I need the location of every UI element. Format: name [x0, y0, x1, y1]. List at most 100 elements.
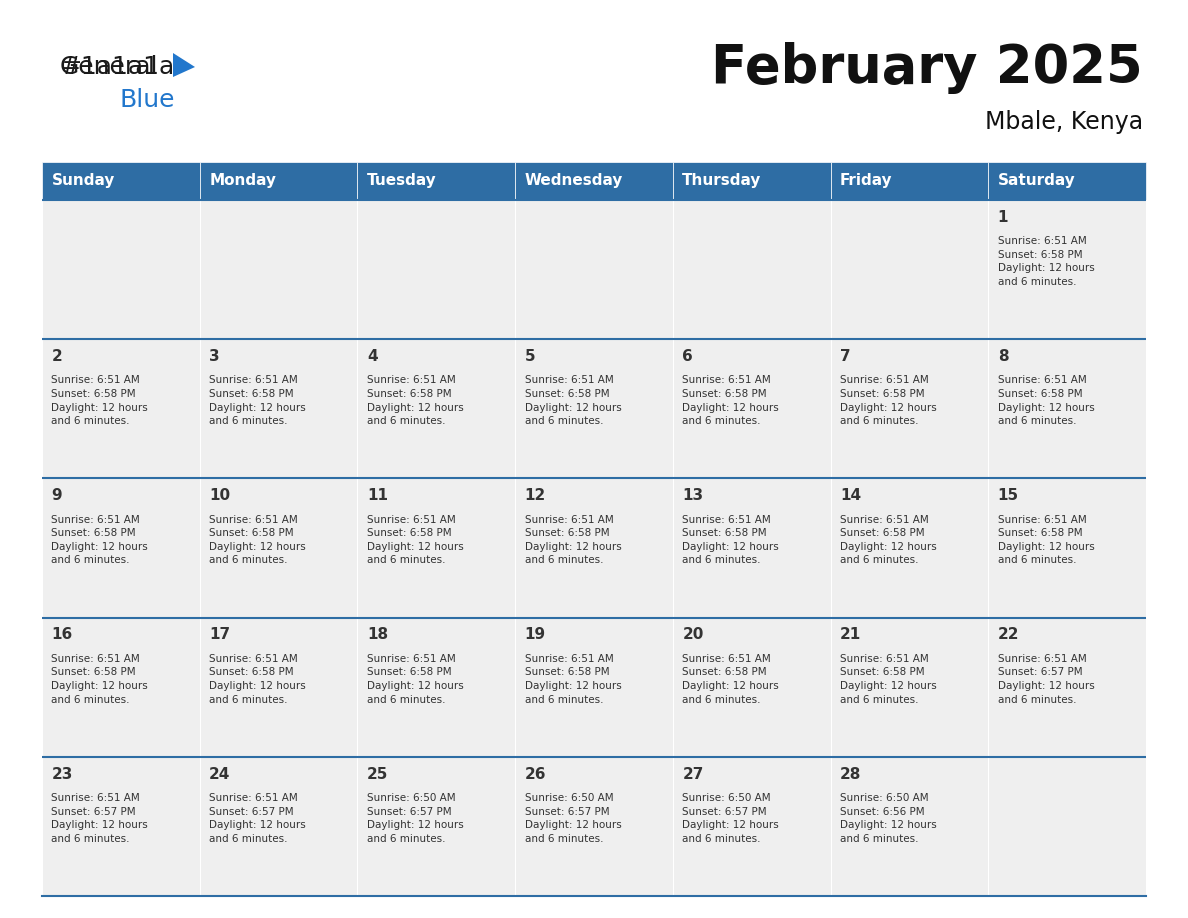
Text: Sunrise: 6:51 AM
Sunset: 6:58 PM
Daylight: 12 hours
and 6 minutes.: Sunrise: 6:51 AM Sunset: 6:58 PM Dayligh…	[998, 375, 1094, 426]
Bar	[830, 618, 988, 756]
Text: 16: 16	[51, 627, 72, 643]
Text: 15: 15	[998, 488, 1019, 503]
Bar	[200, 200, 358, 339]
Bar	[672, 339, 830, 478]
Text: 18: 18	[367, 627, 388, 643]
Bar	[988, 162, 1146, 200]
Text: 7: 7	[840, 349, 851, 364]
Text: 11: 11	[367, 488, 388, 503]
Text: Tuesday: Tuesday	[367, 174, 437, 188]
Text: Sunrise: 6:51 AM
Sunset: 6:57 PM
Daylight: 12 hours
and 6 minutes.: Sunrise: 6:51 AM Sunset: 6:57 PM Dayligh…	[209, 793, 307, 844]
Text: #1a1a1a: #1a1a1a	[61, 55, 175, 79]
Text: Sunrise: 6:51 AM
Sunset: 6:58 PM
Daylight: 12 hours
and 6 minutes.: Sunrise: 6:51 AM Sunset: 6:58 PM Dayligh…	[209, 375, 307, 426]
Text: Sunrise: 6:51 AM
Sunset: 6:58 PM
Daylight: 12 hours
and 6 minutes.: Sunrise: 6:51 AM Sunset: 6:58 PM Dayligh…	[998, 236, 1094, 287]
Text: Sunrise: 6:50 AM
Sunset: 6:57 PM
Daylight: 12 hours
and 6 minutes.: Sunrise: 6:50 AM Sunset: 6:57 PM Dayligh…	[682, 793, 779, 844]
Text: Monday: Monday	[209, 174, 276, 188]
Bar	[42, 756, 200, 896]
Text: Sunrise: 6:51 AM
Sunset: 6:58 PM
Daylight: 12 hours
and 6 minutes.: Sunrise: 6:51 AM Sunset: 6:58 PM Dayligh…	[682, 654, 779, 705]
Bar	[988, 618, 1146, 756]
Bar	[516, 618, 672, 756]
Text: 19: 19	[525, 627, 545, 643]
Text: 8: 8	[998, 349, 1009, 364]
Text: Sunrise: 6:51 AM
Sunset: 6:58 PM
Daylight: 12 hours
and 6 minutes.: Sunrise: 6:51 AM Sunset: 6:58 PM Dayligh…	[840, 654, 937, 705]
Text: Sunrise: 6:50 AM
Sunset: 6:57 PM
Daylight: 12 hours
and 6 minutes.: Sunrise: 6:50 AM Sunset: 6:57 PM Dayligh…	[525, 793, 621, 844]
Text: 27: 27	[682, 767, 703, 781]
Text: General: General	[61, 55, 158, 79]
Bar	[516, 478, 672, 618]
Text: 9: 9	[51, 488, 62, 503]
Text: 13: 13	[682, 488, 703, 503]
Text: 4: 4	[367, 349, 378, 364]
Text: Friday: Friday	[840, 174, 892, 188]
Bar	[200, 162, 358, 200]
Bar	[358, 339, 516, 478]
Text: Sunrise: 6:51 AM
Sunset: 6:58 PM
Daylight: 12 hours
and 6 minutes.: Sunrise: 6:51 AM Sunset: 6:58 PM Dayligh…	[525, 375, 621, 426]
Bar	[42, 339, 200, 478]
Bar	[42, 618, 200, 756]
Text: Sunrise: 6:51 AM
Sunset: 6:58 PM
Daylight: 12 hours
and 6 minutes.: Sunrise: 6:51 AM Sunset: 6:58 PM Dayligh…	[525, 654, 621, 705]
Bar	[988, 339, 1146, 478]
Text: Wednesday: Wednesday	[525, 174, 623, 188]
Bar	[672, 756, 830, 896]
Text: Sunrise: 6:51 AM
Sunset: 6:58 PM
Daylight: 12 hours
and 6 minutes.: Sunrise: 6:51 AM Sunset: 6:58 PM Dayligh…	[209, 654, 307, 705]
Bar	[358, 478, 516, 618]
Text: 21: 21	[840, 627, 861, 643]
Text: Mbale, Kenya: Mbale, Kenya	[985, 110, 1143, 134]
Bar	[200, 618, 358, 756]
Bar	[516, 756, 672, 896]
Bar	[988, 200, 1146, 339]
Bar	[42, 478, 200, 618]
Bar	[516, 200, 672, 339]
Text: 3: 3	[209, 349, 220, 364]
Bar	[516, 162, 672, 200]
Text: Blue: Blue	[120, 88, 176, 112]
Bar	[358, 756, 516, 896]
Bar	[672, 162, 830, 200]
Bar	[42, 200, 200, 339]
Bar	[830, 756, 988, 896]
Text: Sunrise: 6:51 AM
Sunset: 6:58 PM
Daylight: 12 hours
and 6 minutes.: Sunrise: 6:51 AM Sunset: 6:58 PM Dayligh…	[840, 375, 937, 426]
Bar	[200, 756, 358, 896]
Text: 6: 6	[682, 349, 693, 364]
Text: Sunrise: 6:51 AM
Sunset: 6:58 PM
Daylight: 12 hours
and 6 minutes.: Sunrise: 6:51 AM Sunset: 6:58 PM Dayligh…	[367, 654, 463, 705]
Text: Sunrise: 6:51 AM
Sunset: 6:58 PM
Daylight: 12 hours
and 6 minutes.: Sunrise: 6:51 AM Sunset: 6:58 PM Dayligh…	[51, 515, 148, 565]
Polygon shape	[173, 53, 195, 77]
Bar	[42, 162, 200, 200]
Bar	[200, 339, 358, 478]
Text: Sunrise: 6:51 AM
Sunset: 6:58 PM
Daylight: 12 hours
and 6 minutes.: Sunrise: 6:51 AM Sunset: 6:58 PM Dayligh…	[525, 515, 621, 565]
Text: 26: 26	[525, 767, 546, 781]
Bar	[988, 478, 1146, 618]
Text: Sunrise: 6:50 AM
Sunset: 6:56 PM
Daylight: 12 hours
and 6 minutes.: Sunrise: 6:50 AM Sunset: 6:56 PM Dayligh…	[840, 793, 937, 844]
Bar	[830, 478, 988, 618]
Text: 2: 2	[51, 349, 62, 364]
Text: 1: 1	[998, 209, 1009, 225]
Text: 24: 24	[209, 767, 230, 781]
Text: Sunrise: 6:51 AM
Sunset: 6:58 PM
Daylight: 12 hours
and 6 minutes.: Sunrise: 6:51 AM Sunset: 6:58 PM Dayligh…	[51, 654, 148, 705]
Text: 14: 14	[840, 488, 861, 503]
Text: 28: 28	[840, 767, 861, 781]
Text: Sunrise: 6:51 AM
Sunset: 6:58 PM
Daylight: 12 hours
and 6 minutes.: Sunrise: 6:51 AM Sunset: 6:58 PM Dayligh…	[998, 515, 1094, 565]
Text: 5: 5	[525, 349, 536, 364]
Text: Sunrise: 6:51 AM
Sunset: 6:58 PM
Daylight: 12 hours
and 6 minutes.: Sunrise: 6:51 AM Sunset: 6:58 PM Dayligh…	[367, 515, 463, 565]
Bar	[672, 200, 830, 339]
Bar	[830, 339, 988, 478]
Bar	[516, 339, 672, 478]
Text: Thursday: Thursday	[682, 174, 762, 188]
Text: Sunrise: 6:51 AM
Sunset: 6:58 PM
Daylight: 12 hours
and 6 minutes.: Sunrise: 6:51 AM Sunset: 6:58 PM Dayligh…	[682, 515, 779, 565]
Bar	[988, 756, 1146, 896]
Text: 10: 10	[209, 488, 230, 503]
Text: 20: 20	[682, 627, 703, 643]
Bar	[200, 478, 358, 618]
Text: Sunday: Sunday	[51, 174, 115, 188]
Text: Saturday: Saturday	[998, 174, 1075, 188]
Bar	[830, 162, 988, 200]
Text: 23: 23	[51, 767, 72, 781]
Text: 17: 17	[209, 627, 230, 643]
Bar	[672, 618, 830, 756]
Text: Sunrise: 6:51 AM
Sunset: 6:58 PM
Daylight: 12 hours
and 6 minutes.: Sunrise: 6:51 AM Sunset: 6:58 PM Dayligh…	[367, 375, 463, 426]
Text: Sunrise: 6:50 AM
Sunset: 6:57 PM
Daylight: 12 hours
and 6 minutes.: Sunrise: 6:50 AM Sunset: 6:57 PM Dayligh…	[367, 793, 463, 844]
Text: Sunrise: 6:51 AM
Sunset: 6:57 PM
Daylight: 12 hours
and 6 minutes.: Sunrise: 6:51 AM Sunset: 6:57 PM Dayligh…	[51, 793, 148, 844]
Bar	[830, 200, 988, 339]
Text: February 2025: February 2025	[712, 42, 1143, 94]
Bar	[358, 162, 516, 200]
